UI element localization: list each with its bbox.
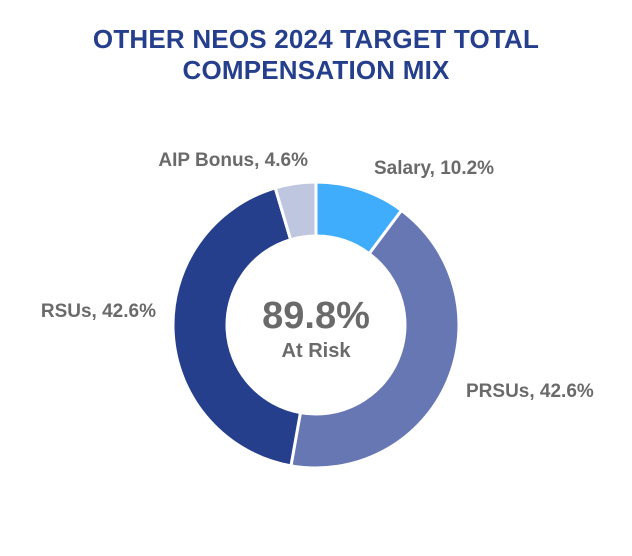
- slice-label-aip-bonus: AIP Bonus, 4.6%: [158, 150, 308, 171]
- chart-title-line-1: OTHER NEOS 2024 TARGET TOTAL: [92, 24, 540, 54]
- chart-title: OTHER NEOS 2024 TARGET TOTAL COMPENSATIO…: [0, 24, 632, 86]
- donut-slices: [171, 180, 461, 470]
- slice-label-prsus: PRSUs, 42.6%: [466, 381, 594, 402]
- donut-slice-aip-bonus: [273, 180, 318, 242]
- slice-label-salary: Salary, 10.2%: [374, 158, 494, 179]
- slice-label-rsus: RSUs, 42.6%: [41, 301, 156, 322]
- donut-slice-rsus: [171, 186, 302, 468]
- center-value: 89.8%: [262, 295, 370, 337]
- donut-slice-prsus: [289, 208, 461, 470]
- chart-title-line-2: COMPENSATION MIX: [182, 55, 450, 85]
- center-label: At Risk: [282, 340, 352, 362]
- slice-labels: Salary, 10.2% PRSUs, 42.6% RSUs, 42.6% AIP …: [41, 150, 594, 402]
